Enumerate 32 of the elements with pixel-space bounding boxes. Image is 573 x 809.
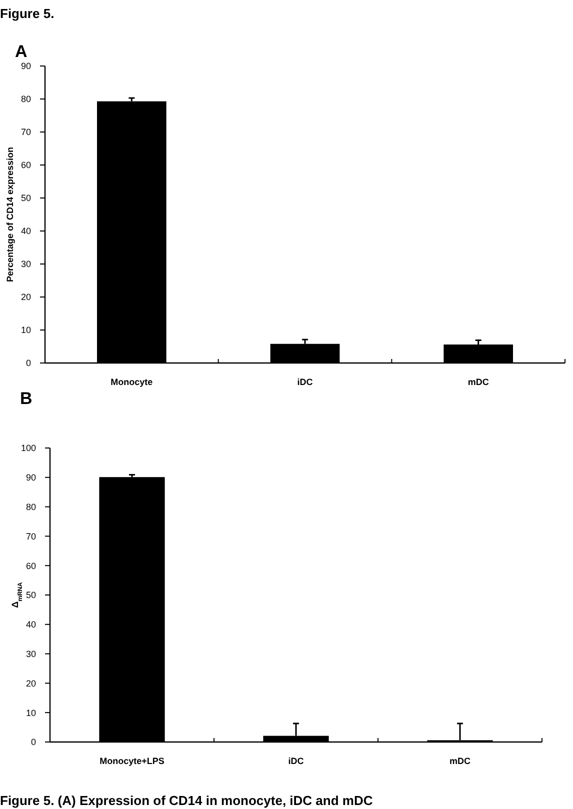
y-tick-label: 90 (26, 472, 36, 483)
y-tick-label: 30 (26, 648, 36, 659)
y-tick-label: 50 (20, 193, 31, 204)
x-tick-label: mDC (449, 756, 471, 766)
y-tick-label: 50 (26, 590, 36, 600)
y-tick-label: 10 (20, 325, 31, 336)
x-tick-label: mDC (468, 377, 490, 387)
y-tick-label: 40 (20, 226, 31, 236)
y-tick-label: 40 (26, 620, 36, 630)
y-tick-label: 0 (30, 737, 36, 748)
caption: Figure 5. (0, 6, 54, 21)
y-tick-label: 70 (26, 531, 36, 542)
chart-title: B (20, 389, 32, 408)
y-tick-label: 30 (20, 259, 31, 270)
x-tick-label: Monocyte (110, 377, 153, 387)
y-tick-label: 80 (26, 502, 36, 512)
y-tick-label: 60 (26, 560, 36, 571)
y-tick-label: 70 (20, 127, 31, 138)
y-tick-label: 90 (20, 61, 31, 72)
y-tick-label: 10 (26, 708, 36, 718)
y-tick-label: 100 (20, 443, 36, 454)
y-tick-label: 80 (20, 94, 31, 104)
caption: Figure 5. (A) Expression of CD14 in monocyte, iDC and mDC (0, 793, 374, 808)
x-tick-label: Monocyte+LPS (100, 756, 164, 766)
chart-title: A (15, 42, 28, 61)
x-tick-label: iDC (297, 377, 314, 387)
y-tick-label: 20 (20, 292, 31, 302)
y-tick-label: 20 (26, 678, 36, 688)
y-tick-label: 60 (20, 160, 31, 170)
y-tick-label: 0 (26, 358, 31, 368)
x-tick-label: iDC (288, 756, 304, 766)
y-axis-title: Percentage of CD14 expression (5, 146, 15, 282)
